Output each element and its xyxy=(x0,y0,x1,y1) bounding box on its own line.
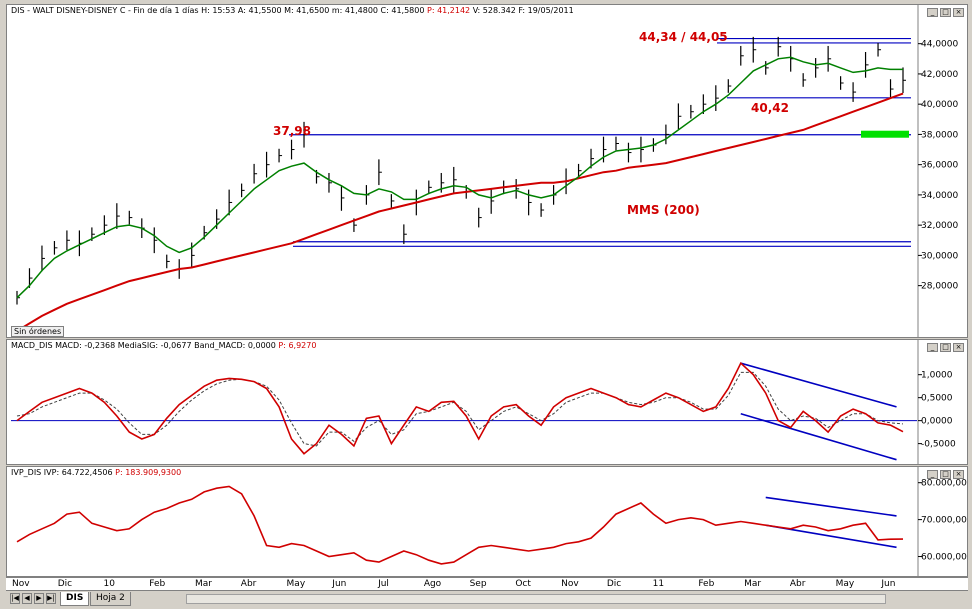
maximize-icon[interactable]: □ xyxy=(940,470,951,479)
first-sheet-icon[interactable]: |◀ xyxy=(10,593,20,604)
tab-hoja-2[interactable]: Hoja 2 xyxy=(90,592,131,606)
macd-y-tick-label: 1,0000 xyxy=(921,371,953,381)
ivp-chart: 80.000,00 70.000,00 60.000,00 xyxy=(16,467,967,576)
date-axis-label: Jul xyxy=(378,579,389,589)
price-panel: 44,0000 42,0000 40,0000 38,0000 36,0000 34,00… xyxy=(6,4,968,338)
price-y-tick-label: 36,0000 xyxy=(921,161,958,171)
annotation-support: 40,42 xyxy=(751,101,789,115)
tab-dis[interactable]: DIS xyxy=(60,592,90,606)
date-axis-label: Nov xyxy=(12,579,30,589)
date-axis-label: Feb xyxy=(149,579,166,589)
moving-average-line xyxy=(16,56,903,299)
close-icon[interactable]: × xyxy=(953,470,964,479)
price-window-buttons: _ □ × xyxy=(927,8,964,17)
price-y-tick-label: 40,0000 xyxy=(921,100,958,110)
date-axis-label: Ago xyxy=(423,579,442,589)
macd-y-tick-label: 0,5000 xyxy=(921,394,953,404)
date-axis-label: Mar xyxy=(744,579,762,589)
price-chart: 44,0000 42,0000 40,0000 38,0000 36,0000 34,00… xyxy=(16,5,958,337)
annotation-peak: 37,98 xyxy=(273,124,311,138)
ivp-y-tick-label: 60.000,00 xyxy=(921,553,967,563)
price-y-tick-label: 28,0000 xyxy=(921,282,958,292)
maximize-icon[interactable]: □ xyxy=(940,8,951,17)
macd-channel-upper xyxy=(740,362,897,408)
next-sheet-icon[interactable]: ▶ xyxy=(34,593,44,604)
date-axis-label: Mar xyxy=(195,579,213,589)
date-axis-label: May xyxy=(835,579,855,589)
macd-line xyxy=(16,361,904,455)
maximize-icon[interactable]: □ xyxy=(940,343,951,352)
date-axis-label: Dic xyxy=(57,579,73,589)
date-axis-label: 11 xyxy=(652,579,665,589)
price-header-text: DIS - WALT DISNEY-DISNEY C - Fin de día … xyxy=(11,6,425,15)
ivp-header: IVP_DIS IVP: 64.722,4506 P: 183.909,9300 xyxy=(11,468,181,477)
price-y-tick-label: 42,0000 xyxy=(921,70,958,80)
ivp-window-buttons: _ □ × xyxy=(927,470,964,479)
orders-label[interactable]: Sin órdenes xyxy=(11,326,65,337)
date-axis-label: Sep xyxy=(469,579,487,589)
ivp-header-text: IVP_DIS IVP: 64.722,4506 xyxy=(11,468,113,477)
macd-panel: 1,0000 0,5000 0,0000 -0,5000 MACD_DIS MACD:… xyxy=(6,339,968,465)
ivp-header-p: P: 183.909,9300 xyxy=(115,468,182,477)
ivp-y-tick-label: 70.000,00 xyxy=(921,516,967,526)
date-axis: Nov Dic 10 Feb Mar Abr May Jun Jul Ago Sep Oct Nov Di… xyxy=(6,577,968,591)
date-axis-label: Abr xyxy=(240,579,257,589)
date-axis-label: Feb xyxy=(698,579,715,589)
macd-y-tick-label: 0,0000 xyxy=(921,417,953,427)
minimize-icon[interactable]: _ xyxy=(927,343,938,352)
macd-header-text: MACD_DIS MACD: -0,2368 MediaSIG: -0,0677… xyxy=(11,341,276,350)
annotation-high-range: 44,34 / 44,05 xyxy=(639,30,728,44)
price-y-tick-label: 30,0000 xyxy=(921,251,958,261)
last-sheet-icon[interactable]: ▶| xyxy=(46,593,56,604)
close-icon[interactable]: × xyxy=(953,343,964,352)
macd-header: MACD_DIS MACD: -0,2368 MediaSIG: -0,0677… xyxy=(11,341,316,350)
price-y-tick-label: 38,0000 xyxy=(921,130,958,140)
ivp-panel: 80.000,00 70.000,00 60.000,00 IVP_DIS IVP:… xyxy=(6,466,968,577)
ivp-line xyxy=(16,485,904,565)
annotation-mms: MMS (200) xyxy=(627,203,700,217)
date-axis-label: Abr xyxy=(789,579,806,589)
macd-window-buttons: _ □ × xyxy=(927,343,964,352)
price-header: DIS - WALT DISNEY-DISNEY C - Fin de día … xyxy=(11,6,574,15)
macd-header-p: P: 6,9270 xyxy=(278,341,317,350)
sheet-tab-bar: |◀ ◀ ▶ ▶| DIS Hoja 2 xyxy=(6,590,968,607)
macd-y-tick-label: -0,5000 xyxy=(921,440,956,450)
minimize-icon[interactable]: _ xyxy=(927,8,938,17)
date-axis-label: Jun xyxy=(332,579,347,589)
price-header-rest: V: 528.342 F: 19/05/2011 xyxy=(472,6,574,15)
date-axis-label: May xyxy=(286,579,306,589)
minimize-icon[interactable]: _ xyxy=(927,470,938,479)
price-y-tick-label: 44,0000 xyxy=(921,40,958,50)
ivp-channel-upper xyxy=(765,496,897,517)
price-y-tick-label: 34,0000 xyxy=(921,191,958,201)
mms200-line xyxy=(16,92,904,332)
date-axis-label: Dic xyxy=(606,579,622,589)
highlight-box xyxy=(861,130,909,138)
macd-signal-line xyxy=(16,371,904,447)
price-header-p: P: 41,2142 xyxy=(427,6,471,15)
macd-channel-lower xyxy=(740,412,897,461)
price-y-tick-label: 32,0000 xyxy=(921,221,958,231)
ivp-y-tick-label: 80.000,00 xyxy=(921,479,967,489)
macd-chart: 1,0000 0,5000 0,0000 -0,5000 xyxy=(11,340,956,464)
date-axis-label: Nov xyxy=(561,579,579,589)
date-axis-label: Oct xyxy=(515,579,531,589)
date-axis-label: Jun xyxy=(881,579,896,589)
prev-sheet-icon[interactable]: ◀ xyxy=(22,593,32,604)
close-icon[interactable]: × xyxy=(953,8,964,17)
horizontal-scrollbar[interactable] xyxy=(186,594,886,604)
date-axis-label: 10 xyxy=(103,579,115,589)
